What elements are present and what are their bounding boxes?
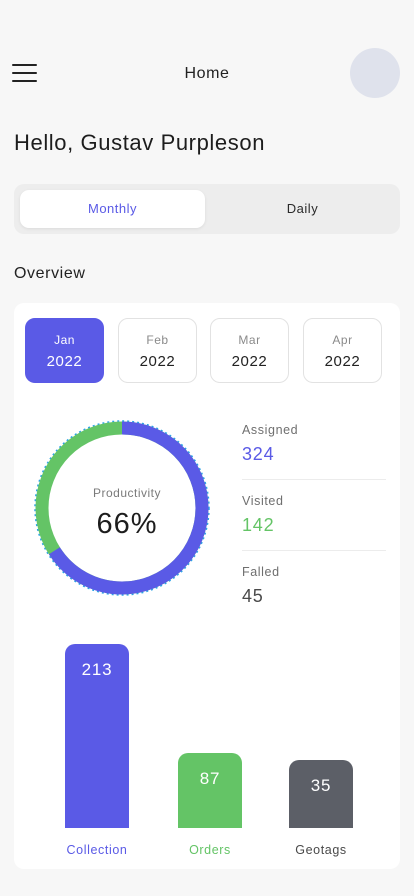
bar-orders: 87: [178, 753, 242, 828]
bar-geotags: 35: [289, 760, 353, 828]
stat-label: Assigned: [242, 423, 299, 437]
donut-progress: [35, 421, 209, 595]
productivity-value: 66%: [96, 508, 158, 540]
stat-value: 142: [242, 515, 275, 535]
bar-collection: 213: [65, 644, 129, 828]
overview-title: Overview: [14, 265, 86, 282]
month-mar-2022[interactable]: Mar 2022: [210, 318, 289, 383]
bar-value-label: 213: [81, 660, 113, 679]
tab-daily[interactable]: Daily: [286, 201, 319, 216]
bar-category-label: Geotags: [295, 843, 347, 857]
month-label: Apr: [332, 333, 353, 347]
year-label: 2022: [324, 353, 361, 370]
period-toggle: Monthly Daily: [14, 184, 400, 234]
tab-monthly[interactable]: Monthly: [20, 190, 205, 228]
overview-card: Jan 2022 Feb 2022 Mar 2022 Apr 2022 Prod…: [14, 303, 400, 869]
header: Home: [0, 0, 414, 120]
month-apr-2022[interactable]: Apr 2022: [303, 318, 382, 383]
month-label: Mar: [238, 333, 261, 347]
stat-value: 45: [242, 586, 264, 606]
stat-visited: Visited 142: [242, 494, 386, 536]
productivity-donut: [34, 420, 210, 596]
stat-label: Falled: [242, 565, 280, 579]
page-title: Home: [184, 65, 230, 82]
donut-outer-ring: [34, 420, 210, 596]
bar-value-label: 35: [310, 776, 332, 795]
stat-assigned: Assigned 324: [242, 423, 386, 465]
greeting-text: Hello, Gustav Purpleson: [14, 130, 266, 155]
year-label: 2022: [231, 353, 268, 370]
bar-value-label: 87: [199, 769, 221, 788]
stat-falled: Falled 45: [242, 565, 386, 607]
year-label: 2022: [139, 353, 176, 370]
month-label: Jan: [54, 333, 75, 347]
month-feb-2022[interactable]: Feb 2022: [118, 318, 197, 383]
bar-category-label: Collection: [66, 843, 128, 857]
bar-category-label: Orders: [189, 843, 231, 857]
month-label: Feb: [146, 333, 169, 347]
month-jan-2022[interactable]: Jan 2022: [25, 318, 104, 383]
stat-value: 324: [242, 444, 275, 464]
avatar[interactable]: [350, 48, 400, 98]
divider: [242, 550, 386, 551]
hamburger-menu-icon[interactable]: [12, 62, 38, 84]
stat-label: Visited: [242, 494, 284, 508]
productivity-label: Productivity: [92, 486, 162, 500]
year-label: 2022: [46, 353, 83, 370]
divider: [242, 479, 386, 480]
